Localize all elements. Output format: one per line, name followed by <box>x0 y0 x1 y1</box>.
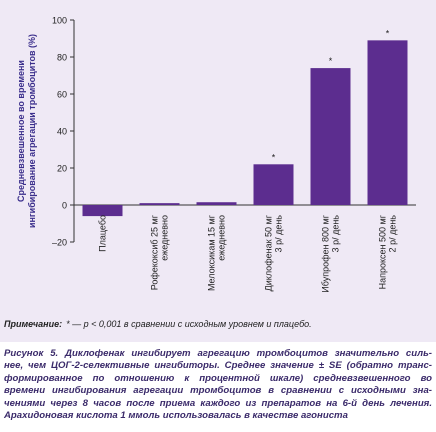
x-tick-label: Диклофенак 50 мг <box>264 214 274 291</box>
caption-line: времени ингибирования агрегации тромбоци… <box>4 385 432 397</box>
caption-line: чениями через 8 часов после приема каждо… <box>4 397 432 409</box>
y-axis-title-line: Средневзвешенное во времени <box>16 60 26 202</box>
bar <box>196 202 237 205</box>
note-text: * — p < 0,001 в сравнении с исходным уро… <box>66 319 312 329</box>
caption: Рисунок 5. Диклофенак ингибирует агрегац… <box>4 348 432 422</box>
caption-line: Арахидоновая кислота 1 ммоль использовал… <box>4 410 348 422</box>
x-tick-label: Плацебо <box>98 215 108 252</box>
y-tick-label: 40 <box>57 127 67 137</box>
x-tick-label: Ибупрофен 800 мг <box>321 214 331 292</box>
y-tick-label: –20 <box>52 238 67 248</box>
significance-mark: * <box>386 28 390 38</box>
bar <box>253 164 294 205</box>
x-tick-label: 3 р/ день <box>274 215 284 253</box>
bar <box>82 205 123 217</box>
bar <box>310 68 351 205</box>
bar <box>139 203 180 205</box>
y-tick-label: 20 <box>57 164 67 174</box>
caption-line: нее, чем ЦОГ-2-селективные ингибиторы. С… <box>4 360 432 372</box>
x-tick-label: ежедневно <box>160 215 170 261</box>
y-tick-label: 60 <box>57 90 67 100</box>
x-tick-label: Рофекоксиб 25 мг <box>150 214 160 290</box>
significance-mark: * <box>329 56 333 66</box>
x-tick-label: 2 р/ день <box>388 215 398 253</box>
chart: Примечание: * — p < 0,001 в сравнении с и… <box>0 0 436 342</box>
y-axis-title-line: ингибирование агрегации тромбоцитов (%) <box>27 34 37 228</box>
y-tick-label: 0 <box>62 201 67 211</box>
x-tick-label: ежедневно <box>217 215 227 261</box>
y-axis-title: Средневзвешенное во времениингибирование… <box>16 34 37 228</box>
x-tick-label: 3 р/ день <box>331 215 341 253</box>
note-label: Примечание: <box>4 319 62 329</box>
bar <box>367 40 408 205</box>
x-tick-label: Мелоксикам 15 мг <box>207 214 217 291</box>
x-tick-label: Напроксен 500 мг <box>378 214 388 289</box>
note: Примечание: * — p < 0,001 в сравнении с и… <box>4 319 312 329</box>
y-tick-label: 100 <box>52 16 67 26</box>
significance-mark: * <box>272 152 276 162</box>
caption-line: формированное по отношению к процентной … <box>4 372 432 384</box>
y-tick-label: 80 <box>57 53 67 63</box>
caption-line: Рисунок 5. Диклофенак ингибирует агрегац… <box>4 348 432 359</box>
